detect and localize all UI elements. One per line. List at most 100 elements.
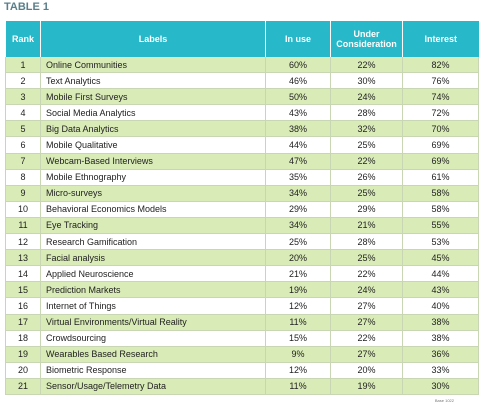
value-cell: 25%	[265, 233, 331, 251]
label-cell: Sensor/Usage/Telemetry Data	[40, 378, 266, 395]
value-cell: 46%	[265, 72, 331, 90]
table-row: 6 Mobile Qualitative 44% 25% 69%	[5, 136, 479, 154]
value-cell: 35%	[265, 169, 331, 186]
table-row: 8 Mobile Ethnography 35% 26% 61%	[5, 169, 479, 186]
table-row: 13 Facial analysis 20% 25% 45%	[5, 249, 479, 267]
value-cell: 24%	[330, 88, 403, 106]
value-cell: 10	[5, 201, 41, 218]
label-cell: Mobile Ethnography	[40, 169, 266, 186]
label-cell: Prediction Markets	[40, 281, 266, 299]
value-cell: 58%	[402, 201, 479, 218]
label-cell: Facial analysis	[40, 249, 266, 267]
value-cell: 14	[5, 265, 41, 283]
value-cell: 43%	[265, 104, 331, 122]
value-cell: 38%	[265, 120, 331, 138]
label-cell: Online Communities	[40, 57, 266, 74]
label-cell: Research Gamification	[40, 233, 266, 251]
table-row: 18 Crowdsourcing 15% 22% 38%	[5, 330, 479, 347]
value-cell: 1	[5, 57, 41, 74]
value-cell: 82%	[402, 57, 479, 74]
value-cell: 20	[5, 362, 41, 379]
value-cell: 13	[5, 249, 41, 267]
table-row: 14 Applied Neuroscience 21% 22% 44%	[5, 265, 479, 283]
value-cell: 27%	[330, 297, 403, 315]
value-cell: 50%	[265, 88, 331, 106]
label-cell: Virtual Environments/Virtual Reality	[40, 314, 266, 331]
header-cell: Rank	[5, 21, 41, 57]
table-row: 3 Mobile First Surveys 50% 24% 74%	[5, 88, 479, 106]
value-cell: 36%	[402, 346, 479, 363]
value-cell: 11%	[265, 378, 331, 395]
table-row: 7 Webcam-Based Interviews 47% 22% 69%	[5, 153, 479, 170]
label-cell: Crowdsourcing	[40, 330, 266, 347]
value-cell: 12%	[265, 297, 331, 315]
value-cell: 25%	[330, 185, 403, 202]
value-cell: 20%	[330, 362, 403, 379]
table-row: 12 Research Gamification 25% 28% 53%	[5, 233, 479, 251]
label-cell: Biometric Response	[40, 362, 266, 379]
value-cell: 3	[5, 88, 41, 106]
table-row: 5 Big Data Analytics 38% 32% 70%	[5, 120, 479, 138]
value-cell: 34%	[265, 185, 331, 202]
value-cell: 15%	[265, 330, 331, 347]
label-cell: Big Data Analytics	[40, 120, 266, 138]
value-cell: 60%	[265, 57, 331, 74]
value-cell: 33%	[402, 362, 479, 379]
value-cell: 47%	[265, 153, 331, 170]
label-cell: Social Media Analytics	[40, 104, 266, 122]
footnote: Base 1022	[434, 398, 454, 403]
table-row: 17 Virtual Environments/Virtual Reality 11…	[5, 314, 479, 331]
header-row: Rank Labels In use Under Consideration Inter…	[5, 21, 479, 57]
value-cell: 24%	[330, 281, 403, 299]
value-cell: 53%	[402, 233, 479, 251]
label-cell: Text Analytics	[40, 72, 266, 90]
value-cell: 45%	[402, 249, 479, 267]
value-cell: 6	[5, 136, 41, 154]
value-cell: 72%	[402, 104, 479, 122]
value-cell: 27%	[330, 314, 403, 331]
value-cell: 19	[5, 346, 41, 363]
value-cell: 16	[5, 297, 41, 315]
value-cell: 12%	[265, 362, 331, 379]
table-row: 4 Social Media Analytics 43% 28% 72%	[5, 104, 479, 122]
value-cell: 34%	[265, 217, 331, 235]
value-cell: 26%	[330, 169, 403, 186]
value-cell: 25%	[330, 249, 403, 267]
label-cell: Wearables Based Research	[40, 346, 266, 363]
label-cell: Mobile First Surveys	[40, 88, 266, 106]
value-cell: 69%	[402, 153, 479, 170]
header-cell: Interest	[402, 21, 479, 57]
value-cell: 19%	[265, 281, 331, 299]
label-cell: Internet of Things	[40, 297, 266, 315]
value-cell: 22%	[330, 265, 403, 283]
value-cell: 5	[5, 120, 41, 138]
value-cell: 21	[5, 378, 41, 395]
value-cell: 58%	[402, 185, 479, 202]
value-cell: 61%	[402, 169, 479, 186]
value-cell: 28%	[330, 104, 403, 122]
value-cell: 21%	[330, 217, 403, 235]
table-body: 1 Online Communities 60% 22% 82% 2 Text Analyt…	[5, 57, 479, 395]
value-cell: 69%	[402, 136, 479, 154]
label-cell: Micro-surveys	[40, 185, 266, 202]
table-row: 21 Sensor/Usage/Telemetry Data 11% 19% 30%	[5, 378, 479, 395]
value-cell: 30%	[402, 378, 479, 395]
value-cell: 44%	[265, 136, 331, 154]
value-cell: 19%	[330, 378, 403, 395]
value-cell: 55%	[402, 217, 479, 235]
value-cell: 38%	[402, 314, 479, 331]
table-row: 11 Eye Tracking 34% 21% 55%	[5, 217, 479, 235]
header-cell: Labels	[40, 21, 266, 57]
value-cell: 18	[5, 330, 41, 347]
value-cell: 22%	[330, 57, 403, 74]
value-cell: 12	[5, 233, 41, 251]
value-cell: 7	[5, 153, 41, 170]
header-cell: In use	[265, 21, 331, 57]
value-cell: 29%	[330, 201, 403, 218]
value-cell: 43%	[402, 281, 479, 299]
value-cell: 70%	[402, 120, 479, 138]
value-cell: 30%	[330, 72, 403, 90]
value-cell: 32%	[330, 120, 403, 138]
value-cell: 21%	[265, 265, 331, 283]
data-table: Rank Labels In use Under Consideration Inter…	[5, 21, 479, 395]
